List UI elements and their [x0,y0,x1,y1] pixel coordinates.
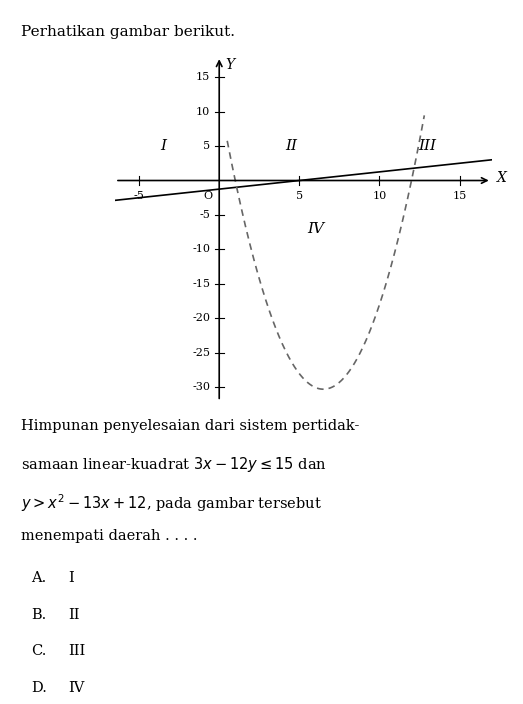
Text: C.: C. [31,644,47,658]
Text: I: I [68,571,74,585]
Text: Himpunan penyelesaian dari sistem pertidak-: Himpunan penyelesaian dari sistem pertid… [21,419,359,433]
Text: Perhatikan gambar berikut.: Perhatikan gambar berikut. [21,25,235,39]
Text: samaan linear-kuadrat $3x - 12y \leq 15$ dan: samaan linear-kuadrat $3x - 12y \leq 15$… [21,455,327,474]
Text: -30: -30 [192,382,210,393]
Text: D.: D. [31,681,47,695]
Text: Y: Y [225,58,235,73]
Text: II: II [286,139,297,153]
Text: B.: B. [31,608,47,622]
Text: 10: 10 [196,106,210,117]
Text: -10: -10 [192,244,210,255]
Text: 10: 10 [372,191,386,201]
Text: 15: 15 [196,72,210,82]
Text: IV: IV [68,681,84,695]
Text: 15: 15 [452,191,467,201]
Text: -5: -5 [199,210,210,220]
Text: menempati daerah . . . .: menempati daerah . . . . [21,529,197,543]
Text: -5: -5 [134,191,144,201]
Text: A.: A. [31,571,47,585]
Text: II: II [68,608,79,622]
Text: -15: -15 [192,279,210,289]
Text: III: III [68,644,85,658]
Text: -25: -25 [192,348,210,358]
Text: O: O [203,191,212,201]
Text: X: X [496,172,506,185]
Text: $y > x^2 - 13x + 12$, pada gambar tersebut: $y > x^2 - 13x + 12$, pada gambar terseb… [21,492,322,514]
Text: I: I [160,139,166,153]
Text: III: III [418,139,437,153]
Text: 5: 5 [203,141,210,151]
Text: IV: IV [307,222,324,236]
Text: 5: 5 [296,191,303,201]
Text: -20: -20 [192,313,210,324]
